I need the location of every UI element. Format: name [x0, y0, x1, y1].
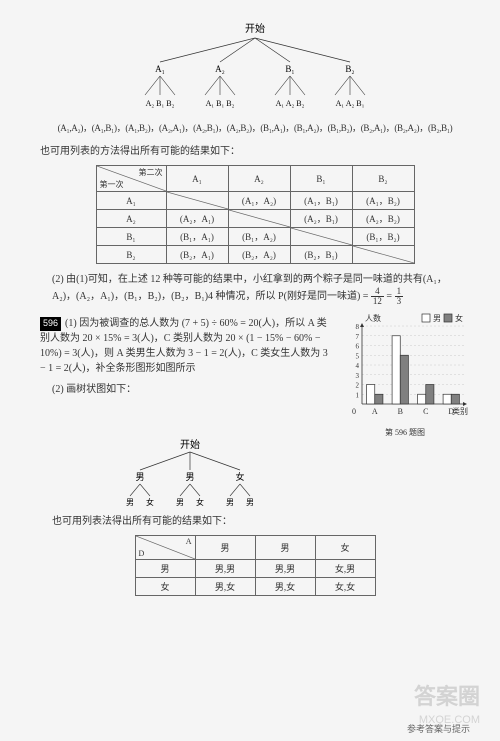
svg-text:女: 女	[455, 313, 463, 323]
text-list-method-2: 也可用列表法得出所有可能的结果如下：	[52, 514, 470, 529]
svg-text:人数: 人数	[365, 313, 381, 323]
svg-text:B₂: B₂	[345, 64, 354, 74]
svg-text:8: 8	[356, 323, 360, 331]
footer: 参考答案与提示	[407, 722, 470, 735]
svg-text:A₁: A₁	[155, 64, 165, 74]
conclusion-text: (2) 由(1)可知，在上述 12 种等可能的结果中，小红拿到的两个粽子是同一味…	[52, 272, 470, 306]
tree-diagram-1: 开始 A₁ A₂ B₁ B₂ A₂ B₁ B₂ A₁ B₁ B₂ A₁ A₂ B…	[105, 20, 405, 115]
svg-text:3: 3	[356, 372, 360, 380]
svg-text:A₁ B₁ B₂: A₁ B₁ B₂	[206, 99, 235, 108]
svg-text:男: 男	[226, 498, 234, 507]
bar-chart: 人数男女12345678ABCD类别0 第 596 题图	[340, 312, 470, 438]
svg-text:女: 女	[146, 497, 154, 507]
svg-text:男: 男	[135, 472, 144, 482]
svg-text:类别: 类别	[452, 406, 468, 416]
svg-text:1: 1	[356, 391, 360, 399]
svg-text:C: C	[423, 407, 428, 416]
svg-text:女: 女	[235, 471, 244, 482]
svg-text:A₂ B₁ B₂: A₂ B₁ B₂	[146, 99, 175, 108]
svg-text:男: 男	[126, 498, 134, 507]
svg-text:5: 5	[356, 352, 360, 360]
svg-text:B₁: B₁	[285, 64, 294, 74]
question-number: 596	[40, 317, 61, 331]
svg-text:0: 0	[352, 407, 356, 416]
tree-root: 开始	[245, 22, 265, 35]
svg-text:4: 4	[356, 362, 360, 370]
svg-text:女: 女	[196, 497, 204, 507]
svg-text:男: 男	[433, 314, 441, 323]
svg-text:2: 2	[356, 382, 360, 390]
watermark: 答案圈	[414, 679, 480, 711]
q596-part2: (2) 画树状图如下：	[52, 382, 332, 397]
tree1-outcomes: (A₁,A₂)，(A₁,B₁)，(A₁,B₂)，(A₂,A₁)，(A₂,B₁)，…	[40, 121, 470, 134]
svg-text:A: A	[372, 407, 378, 416]
svg-text:A₂: A₂	[215, 64, 225, 74]
svg-text:男: 男	[176, 498, 184, 507]
q596-part1: 596(1) 因为被调查的总人数为 (7 + 5) ÷ 60% = 20(人)，…	[40, 316, 332, 376]
svg-text:男: 男	[185, 472, 194, 482]
outcome-table-2: A D 男 男 女 男 男,男 男,男 女,男 女 男,女 男,女 女,女	[135, 535, 376, 596]
text-list-method-1: 也可用列表的方法得出所有可能的结果如下：	[40, 144, 470, 159]
svg-text:6: 6	[356, 343, 360, 351]
svg-text:开始: 开始	[180, 438, 200, 451]
svg-text:男: 男	[246, 498, 254, 507]
svg-text:7: 7	[356, 333, 360, 341]
outcome-table-1: 第二次 第一次 A₁ A₂ B₁ B₂ A₁ (A₁，A₂) (A₁，B₁) (…	[96, 165, 415, 264]
svg-text:B: B	[398, 407, 403, 416]
svg-text:A₁ A₂ B₁: A₁ A₂ B₁	[336, 99, 365, 108]
svg-text:A₁ A₂ B₂: A₁ A₂ B₂	[276, 99, 305, 108]
tree-diagram-2: 开始 男 男 女 男 女 男 女 男 男	[100, 438, 280, 508]
